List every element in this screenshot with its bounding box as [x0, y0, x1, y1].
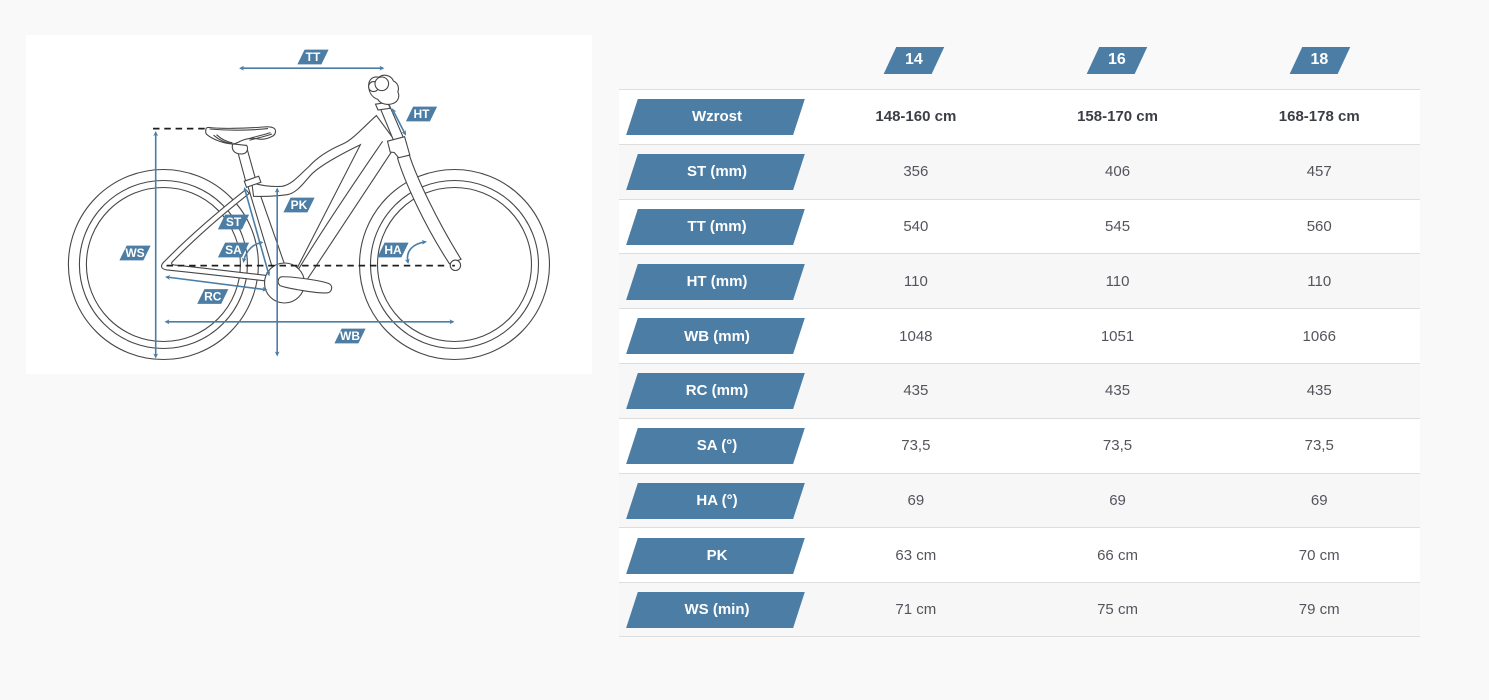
svg-text:TT: TT	[306, 50, 321, 64]
svg-text:ST: ST	[226, 215, 242, 229]
svg-text:PK: PK	[291, 198, 308, 212]
svg-text:HA: HA	[384, 243, 402, 257]
svg-text:HT: HT	[414, 107, 431, 121]
svg-text:RC: RC	[204, 290, 222, 304]
svg-text:WS: WS	[125, 246, 144, 260]
svg-text:SA: SA	[225, 243, 242, 257]
svg-text:WB: WB	[340, 329, 360, 343]
